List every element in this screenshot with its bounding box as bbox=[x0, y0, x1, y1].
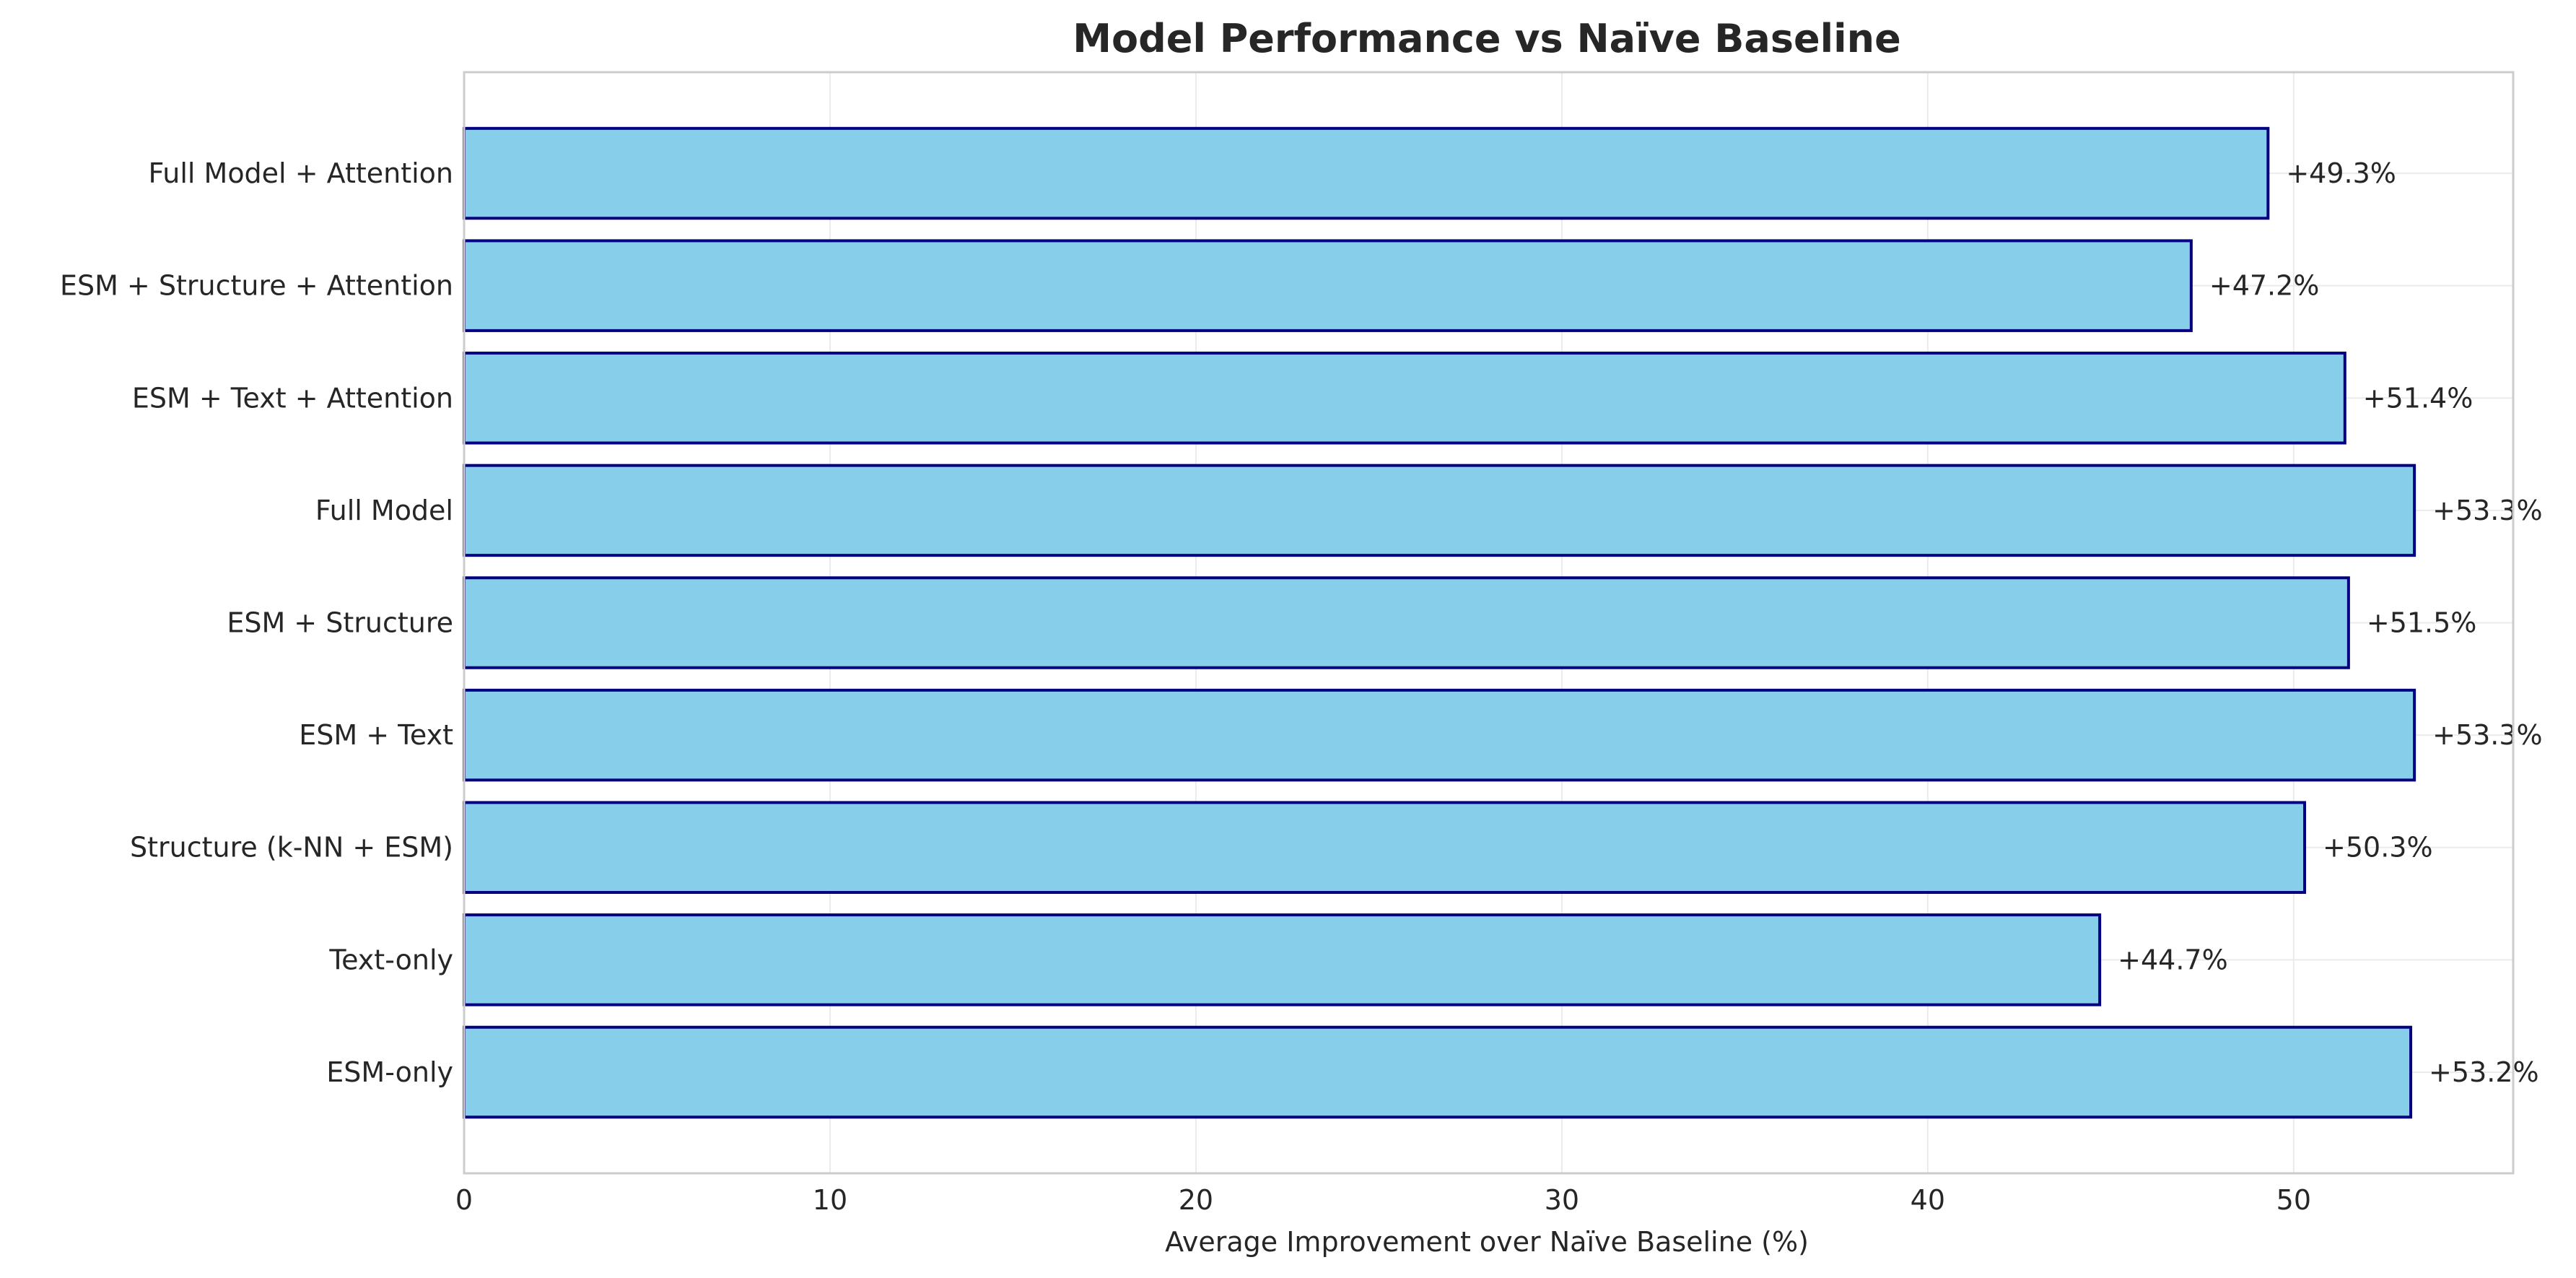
y-tick-label: ESM + Text + Attention bbox=[132, 382, 453, 414]
bar-value-label: +49.3% bbox=[2286, 157, 2396, 189]
y-tick-label: Text-only bbox=[328, 944, 453, 975]
y-tick-label: ESM + Structure bbox=[227, 607, 453, 639]
x-tick-label: 0 bbox=[455, 1184, 473, 1216]
y-tick-label: Full Model bbox=[315, 495, 453, 526]
bars-layer bbox=[463, 126, 2416, 1119]
ticks-layer: 0 10 20 30 40 50 Full Model + Attention ESM + S… bbox=[60, 157, 2311, 1216]
x-tick-label: 30 bbox=[1545, 1184, 1579, 1216]
labels-layer: +49.3% +47.2% +51.4% +53.3% +51.5% +53.3% +50.… bbox=[2118, 157, 2543, 1088]
y-tick-label: Structure (k-NN + ESM) bbox=[130, 832, 453, 864]
bar-value-label: +53.3% bbox=[2432, 719, 2543, 751]
x-tick-label: 20 bbox=[1179, 1184, 1213, 1216]
plot-frame bbox=[463, 71, 2515, 1175]
bar bbox=[463, 576, 2350, 669]
bar bbox=[463, 913, 2102, 1007]
bar-value-label: +47.2% bbox=[2209, 270, 2320, 302]
chart-title: Model Performance vs Naïve Baseline bbox=[1073, 16, 1900, 61]
x-tick-label: 10 bbox=[813, 1184, 847, 1216]
y-tick-label: Full Model + Attention bbox=[148, 157, 453, 189]
bar bbox=[463, 464, 2416, 557]
bar-value-label: +53.2% bbox=[2429, 1056, 2539, 1088]
bar bbox=[463, 352, 2346, 445]
bar-value-label: +50.3% bbox=[2323, 832, 2433, 864]
x-tick-label: 50 bbox=[2276, 1184, 2311, 1216]
bar bbox=[463, 126, 2270, 220]
y-tick-label: ESM + Text bbox=[299, 719, 453, 751]
bar bbox=[463, 688, 2416, 782]
bar bbox=[463, 801, 2307, 894]
bar-value-label: +51.4% bbox=[2363, 382, 2474, 414]
bar bbox=[463, 1025, 2413, 1119]
bar bbox=[463, 239, 2193, 332]
bar-value-label: +44.7% bbox=[2118, 944, 2228, 975]
x-tick-label: 40 bbox=[1911, 1184, 1945, 1216]
y-tick-label: ESM + Structure + Attention bbox=[60, 270, 453, 302]
bar-value-label: +51.5% bbox=[2367, 607, 2477, 639]
bar-value-label: +53.3% bbox=[2432, 495, 2543, 526]
x-axis-label: Average Improvement over Naïve Baseline … bbox=[1165, 1226, 1809, 1258]
y-tick-label: ESM-only bbox=[326, 1056, 453, 1088]
